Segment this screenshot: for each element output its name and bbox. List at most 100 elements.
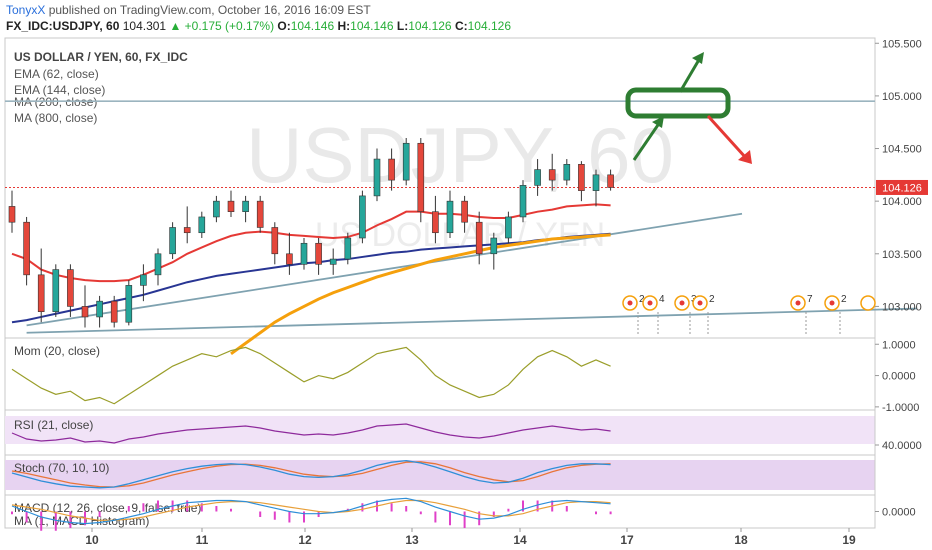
ohlc-bar: FX_IDC:USDJPY, 60 104.301 ▲ +0.175 (+0.1… (6, 19, 511, 33)
study-ma800-label[interactable]: MA (800, close) (14, 111, 97, 125)
candle-body[interactable] (256, 200, 264, 228)
candle-body[interactable] (607, 174, 614, 188)
high-label: H: (337, 19, 351, 33)
publish-text: published on TradingView.com, October 16… (45, 3, 371, 17)
arrow-up-lower-head (652, 116, 664, 128)
event-count: 2 (709, 294, 715, 305)
candle-body[interactable] (154, 253, 162, 276)
candle-body[interactable] (388, 158, 395, 181)
watermark-symbol: USDJPY, 60 (246, 111, 674, 199)
candle-body[interactable] (183, 227, 191, 234)
event-dot (647, 300, 653, 306)
rsi-title: RSI (21, close) (14, 418, 93, 432)
candle-body[interactable] (344, 237, 352, 260)
rsi-line[interactable] (11, 423, 611, 444)
candle-body[interactable] (140, 274, 147, 286)
x-tick-label: 19 (842, 533, 856, 547)
ma200-line[interactable] (230, 233, 611, 356)
candle-body[interactable] (592, 174, 600, 191)
candle-body[interactable] (461, 200, 468, 223)
candle-body[interactable] (505, 216, 512, 239)
candle-body[interactable] (417, 142, 425, 212)
candle-body[interactable] (329, 258, 337, 265)
candle-body[interactable] (110, 300, 118, 323)
last-price: 104.301 (122, 19, 167, 33)
event-dot (627, 300, 633, 306)
candle-body[interactable] (315, 242, 322, 265)
event-count: 4 (659, 294, 665, 305)
macd-title: MACD (12, 26, close, 9, false, true) (14, 501, 201, 515)
main-pane-title: US DOLLAR / YEN, 60, FX_IDC (14, 50, 188, 64)
candle-body[interactable] (578, 164, 585, 191)
price-tick-label: 103.000 (882, 301, 922, 313)
macd-line[interactable] (11, 497, 611, 525)
event-dot (697, 300, 703, 306)
close-value: 104.126 (467, 19, 512, 33)
x-tick-label: 12 (298, 533, 312, 547)
candle-body[interactable] (23, 221, 30, 276)
candle-body[interactable] (490, 237, 498, 255)
stoch-k-line[interactable] (11, 459, 611, 489)
study-ma200-label[interactable]: MA (200, close) (14, 95, 97, 109)
study-ema62-label[interactable]: EMA (62, close) (14, 67, 99, 81)
candle-body[interactable] (475, 221, 483, 255)
x-tick-label: 18 (734, 533, 748, 547)
close-label: C: (454, 19, 468, 33)
open-value: 104.146 (290, 19, 335, 33)
author-link[interactable]: TonyxX (6, 3, 46, 17)
candle-body[interactable] (37, 274, 45, 312)
low-label: L: (396, 19, 409, 33)
candle-body[interactable] (446, 200, 454, 234)
candle-body[interactable] (563, 164, 571, 181)
candle-body[interactable] (213, 200, 220, 218)
symbol-label: FX_IDC:USDJPY, 60 (6, 19, 120, 33)
candle-body[interactable] (96, 300, 103, 318)
arrow-up-upper-head (692, 52, 704, 64)
arrow-down[interactable] (706, 114, 748, 160)
trendline-1[interactable] (26, 212, 743, 327)
event-marker[interactable] (860, 295, 876, 311)
mom-title: Mom (20, close) (14, 344, 100, 358)
watermark-name: US DOLLAR / YEN (315, 216, 605, 254)
candle-body[interactable] (125, 285, 133, 323)
candle-body[interactable] (534, 169, 541, 186)
candle-body[interactable] (432, 211, 439, 234)
candle-body[interactable] (271, 227, 279, 255)
candle-body[interactable] (169, 227, 176, 255)
arrow-up-upper[interactable] (678, 57, 702, 93)
x-tick-label: 10 (85, 533, 99, 547)
x-tick-label: 11 (196, 533, 209, 547)
candle-body[interactable] (300, 242, 308, 265)
candle-body[interactable] (227, 200, 235, 212)
price-tick-label: 105.500 (882, 38, 922, 50)
candle-body[interactable] (359, 195, 366, 239)
mom-pane[interactable] (4, 337, 876, 411)
candle-body[interactable] (242, 200, 249, 212)
candle-body[interactable] (286, 253, 293, 265)
target-zone-box[interactable] (625, 87, 731, 119)
mom-line[interactable] (11, 346, 611, 405)
candle-body[interactable] (519, 185, 527, 218)
open-label: O: (277, 19, 291, 33)
candle-body[interactable] (373, 158, 381, 197)
trendline-2[interactable] (26, 307, 918, 334)
candle-body[interactable] (81, 306, 89, 318)
event-count: 2 (639, 294, 645, 305)
last-price-tag-text: 104.126 (882, 182, 922, 194)
candle-body[interactable] (402, 142, 410, 181)
rsi-tick-label: 40.0000 (882, 440, 922, 452)
high-value: 104.146 (350, 19, 394, 33)
x-tick-label: 14 (513, 533, 527, 547)
mom-tick-label: 1.0000 (882, 339, 916, 351)
candle-body[interactable] (52, 269, 60, 312)
candle-body[interactable] (548, 169, 556, 181)
arrow-up-lower[interactable] (632, 121, 662, 161)
study-ema144-label[interactable]: EMA (144, close) (14, 83, 105, 97)
candle-body[interactable] (198, 216, 206, 234)
x-tick-label: 13 (405, 533, 419, 547)
candle-body[interactable] (8, 206, 16, 223)
candle-body[interactable] (67, 269, 74, 307)
price-tick-label: 103.500 (882, 249, 922, 261)
price-tick-label: 104.000 (882, 196, 922, 208)
